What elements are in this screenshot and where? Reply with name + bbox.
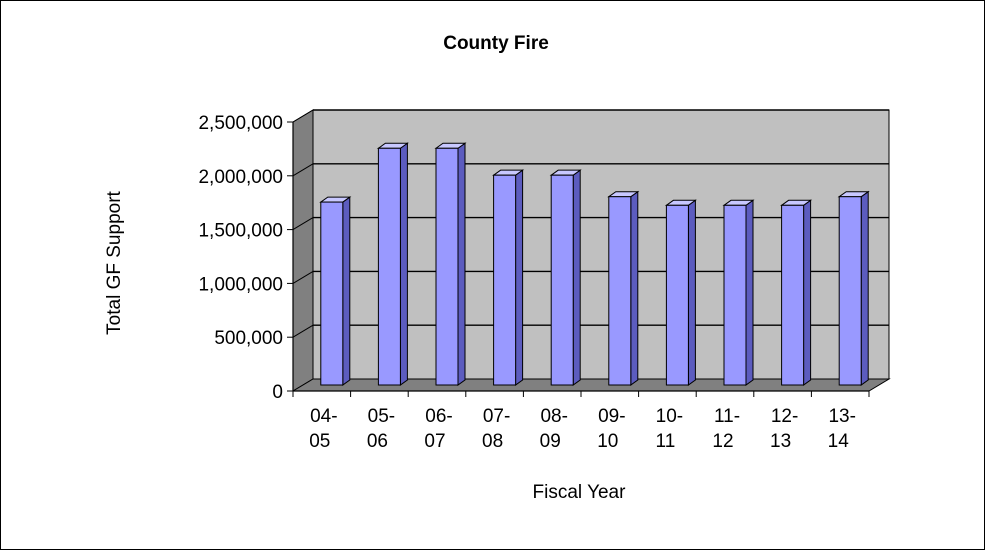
- x-tick-label: 07-: [483, 406, 510, 427]
- x-tick-label: 10: [597, 431, 618, 452]
- bar-front: [665, 204, 689, 386]
- bar: [376, 142, 409, 386]
- bar: [434, 142, 467, 386]
- bar: [319, 196, 352, 386]
- bar: [492, 169, 525, 386]
- bar-side: [745, 199, 754, 386]
- bar: [664, 199, 697, 386]
- gridline-side: [292, 109, 314, 123]
- x-axis-label: Fiscal Year: [533, 482, 627, 503]
- x-tick-label: 08: [482, 431, 503, 452]
- x-tick-label: 08-: [540, 406, 567, 427]
- x-tick-label: 13-: [828, 406, 855, 427]
- y-tick-label: 1,000,000: [198, 274, 283, 295]
- x-tick-labels: 04- 05 05- 06 06- 07 07- 08 08- 09 09- 10 10- 11 11- 12…: [309, 406, 856, 452]
- bar-side: [630, 190, 639, 386]
- side-wall: [292, 109, 314, 392]
- x-tick-label: 11: [656, 431, 676, 452]
- bars: [319, 142, 870, 386]
- x-tick-label: 05-: [368, 406, 395, 427]
- gridline-side: [292, 270, 314, 284]
- y-tick-label: 1,500,000: [198, 221, 283, 242]
- x-tick-label: 09-: [598, 406, 625, 427]
- x-tick-label: 09: [540, 431, 561, 452]
- y-tick-labels: 0 500,000 1,000,000 1,500,000 2,000,000 2,500…: [198, 113, 283, 403]
- x-tick-label: 12-: [771, 406, 798, 427]
- chart-title: County Fire: [443, 33, 549, 54]
- y-axis-label: Total GF Support: [104, 190, 125, 334]
- bar-side: [860, 190, 869, 386]
- bar: [780, 199, 813, 386]
- bar: [837, 190, 870, 386]
- axes: [287, 121, 870, 397]
- bar-side: [572, 169, 581, 386]
- gridline-side: [292, 217, 314, 231]
- bar-front: [608, 196, 632, 386]
- x-tick-label: 06-: [425, 406, 452, 427]
- x-tick-label: 12: [712, 431, 733, 452]
- bar-side: [457, 142, 466, 386]
- bar: [722, 199, 755, 386]
- bar-front: [435, 147, 459, 386]
- x-tick-label: 06: [367, 431, 388, 452]
- bar-side: [803, 199, 812, 386]
- bar-front: [550, 174, 574, 386]
- bar-front: [320, 201, 344, 386]
- x-tick-label: 11-: [714, 406, 740, 427]
- bar-front: [723, 204, 747, 386]
- bar: [549, 169, 582, 386]
- bar: [607, 190, 640, 386]
- y-tick-label: 2,000,000: [198, 167, 283, 188]
- x-tick-label: 13: [770, 431, 791, 452]
- bar-side: [515, 169, 524, 386]
- bar-front: [838, 196, 862, 386]
- gridline-side: [292, 163, 314, 177]
- bar-front: [377, 147, 401, 386]
- bar-front: [781, 204, 805, 386]
- bar-side: [687, 199, 696, 386]
- x-tick-label: 14: [828, 431, 850, 452]
- gridline-side: [292, 324, 314, 338]
- y-tick-label: 0: [272, 382, 283, 403]
- bar-front: [493, 174, 517, 386]
- bar-side: [399, 142, 408, 386]
- x-tick-label: 10-: [656, 406, 683, 427]
- y-tick-label: 2,500,000: [198, 113, 283, 134]
- y-tick-label: 500,000: [214, 328, 283, 349]
- x-tick-label: 05: [309, 431, 330, 452]
- x-tick-label: 04-: [310, 406, 337, 427]
- bar-side: [342, 196, 351, 386]
- x-tick-label: 07: [424, 431, 445, 452]
